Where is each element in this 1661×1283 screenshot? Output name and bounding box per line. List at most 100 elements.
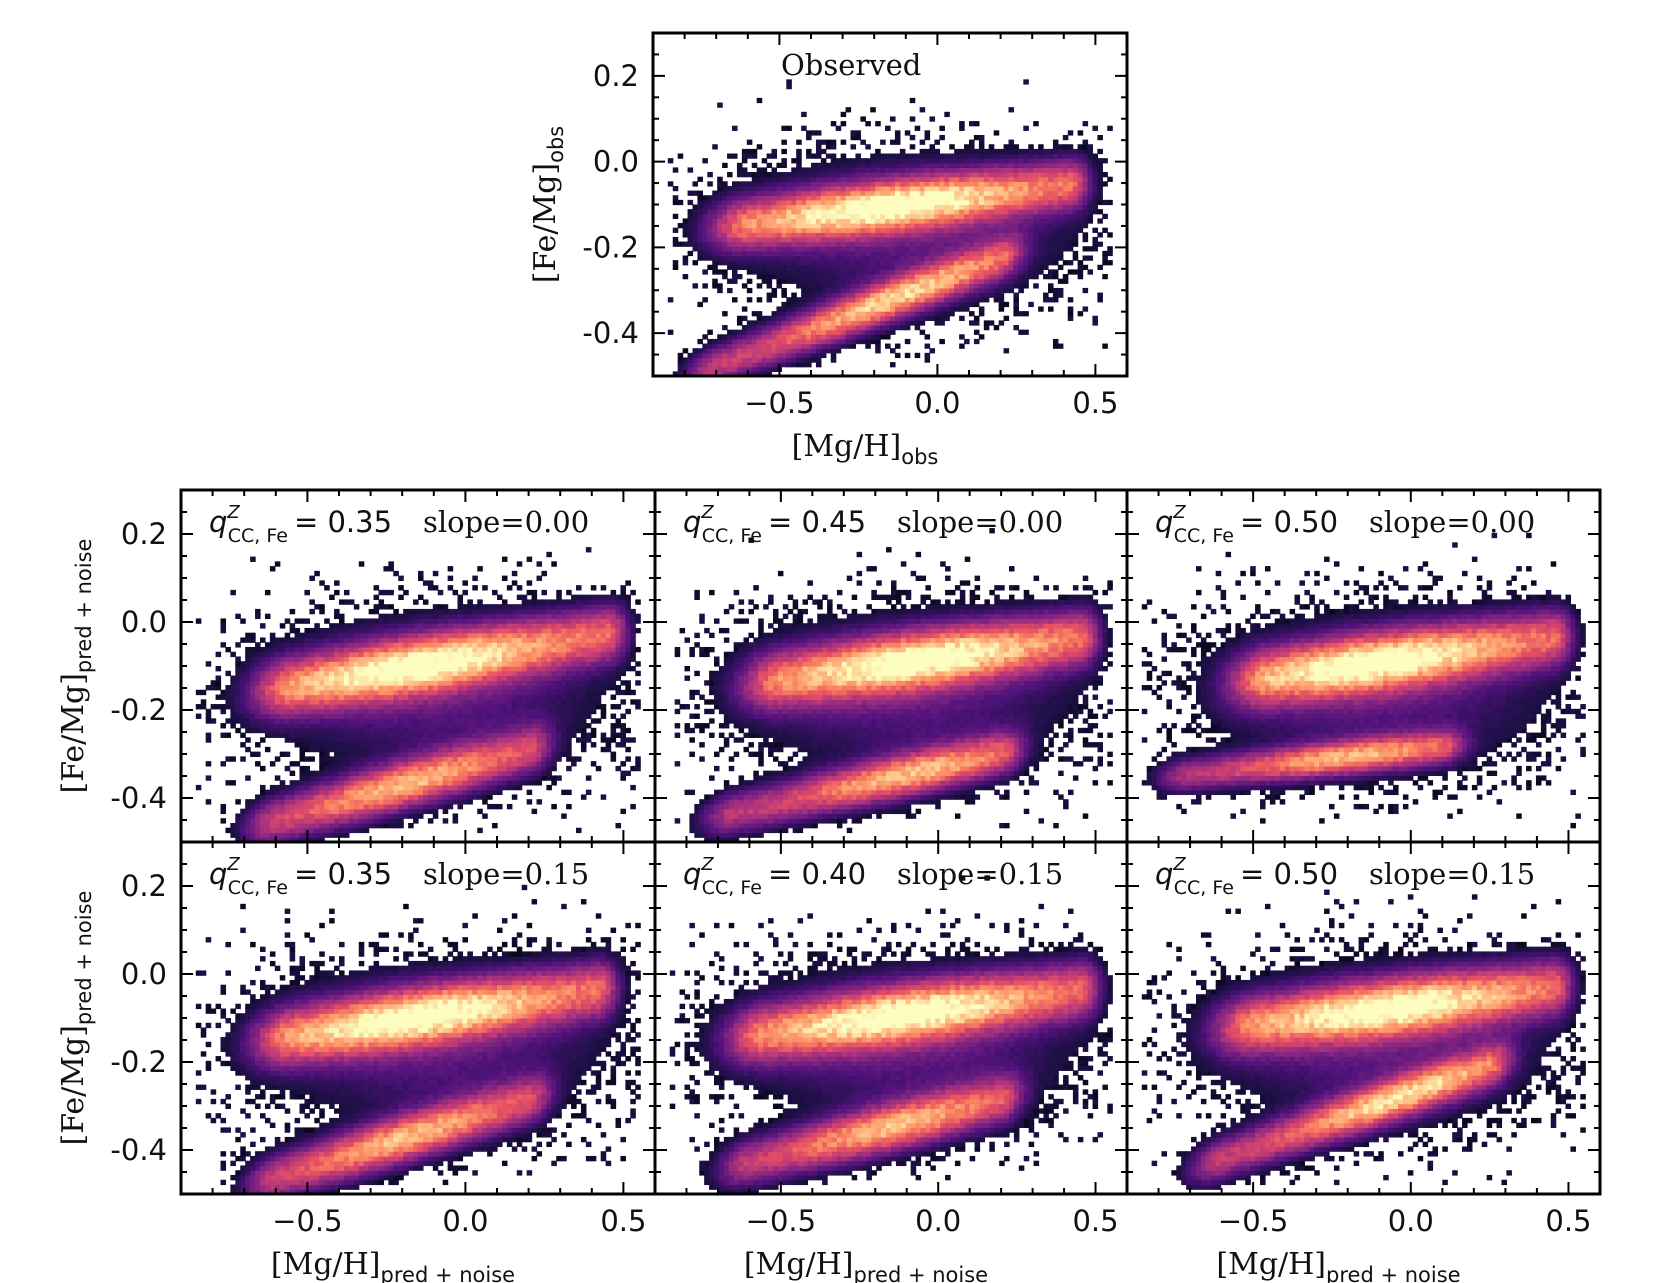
bin xyxy=(363,813,370,819)
bin xyxy=(388,675,394,681)
bin xyxy=(1028,162,1034,169)
bin xyxy=(1043,227,1049,233)
bin xyxy=(751,162,758,169)
bin xyxy=(988,185,995,192)
bin xyxy=(722,246,728,252)
bin xyxy=(309,699,315,705)
bin xyxy=(677,362,684,368)
bin xyxy=(776,172,782,178)
bin xyxy=(1052,190,1059,196)
bin xyxy=(815,190,822,196)
bin xyxy=(343,627,350,634)
bin xyxy=(894,139,901,145)
bin xyxy=(250,713,256,719)
bin xyxy=(732,357,738,363)
bin xyxy=(319,822,325,829)
bin xyxy=(1052,255,1059,261)
bin xyxy=(1097,181,1103,187)
bin xyxy=(894,227,901,233)
bin xyxy=(1028,148,1034,155)
bin xyxy=(284,813,291,819)
bin xyxy=(904,204,911,210)
bin xyxy=(1013,209,1019,215)
bin xyxy=(860,306,866,312)
bin xyxy=(279,670,286,677)
bin xyxy=(408,708,414,715)
bin xyxy=(939,125,945,131)
bin xyxy=(1072,204,1079,210)
bin xyxy=(264,675,271,681)
bin xyxy=(294,670,301,677)
bin xyxy=(850,264,857,270)
bin xyxy=(1082,213,1089,220)
bin xyxy=(373,685,380,691)
bin xyxy=(1072,153,1079,159)
bin xyxy=(771,236,778,243)
bin xyxy=(717,209,723,215)
bin xyxy=(1018,213,1024,220)
bin xyxy=(697,236,703,243)
bin xyxy=(969,195,975,201)
bin xyxy=(702,158,708,164)
bin xyxy=(383,765,389,772)
bin xyxy=(418,661,424,667)
bin xyxy=(825,264,832,270)
bin xyxy=(279,708,286,715)
bin xyxy=(717,287,723,294)
bin xyxy=(736,250,743,257)
bin xyxy=(845,260,852,266)
bin xyxy=(1038,232,1044,238)
bin xyxy=(815,204,822,210)
bin xyxy=(667,329,674,335)
bin xyxy=(319,689,325,696)
bin xyxy=(358,770,365,777)
bin xyxy=(771,352,778,359)
bin xyxy=(682,255,689,261)
bin xyxy=(969,144,975,150)
bin xyxy=(875,264,881,270)
bin xyxy=(388,723,394,729)
bin xyxy=(343,694,350,700)
bin xyxy=(427,651,434,658)
bin xyxy=(398,742,404,748)
bin xyxy=(1057,199,1064,206)
bin xyxy=(304,694,310,700)
bin xyxy=(319,675,325,681)
bin xyxy=(954,153,960,159)
bin xyxy=(348,646,355,653)
bin xyxy=(998,190,1005,196)
bin xyxy=(1038,195,1044,201)
bin xyxy=(870,218,876,224)
bin xyxy=(339,780,345,786)
bin xyxy=(269,784,276,791)
bin xyxy=(929,311,936,317)
bin xyxy=(427,708,434,715)
bin xyxy=(811,176,817,182)
bin xyxy=(408,646,414,653)
bin xyxy=(687,213,694,220)
bin xyxy=(334,623,340,629)
bin xyxy=(1097,185,1103,192)
bin xyxy=(825,338,832,345)
bin xyxy=(791,181,797,187)
bin xyxy=(294,656,301,662)
bin xyxy=(801,287,807,294)
bin xyxy=(998,306,1005,312)
bin xyxy=(1048,236,1054,243)
bin xyxy=(934,250,940,257)
bin xyxy=(865,209,871,215)
bin xyxy=(269,822,276,829)
bin xyxy=(422,670,429,677)
bin xyxy=(707,232,713,238)
bin xyxy=(343,713,350,719)
bin xyxy=(746,204,753,210)
bin xyxy=(924,311,931,317)
bin xyxy=(964,301,970,308)
bin xyxy=(820,246,827,252)
bin xyxy=(368,608,375,615)
bin xyxy=(1082,176,1089,182)
bin xyxy=(781,315,787,321)
bin xyxy=(998,162,1005,169)
bin xyxy=(761,348,768,354)
bin xyxy=(899,213,906,220)
